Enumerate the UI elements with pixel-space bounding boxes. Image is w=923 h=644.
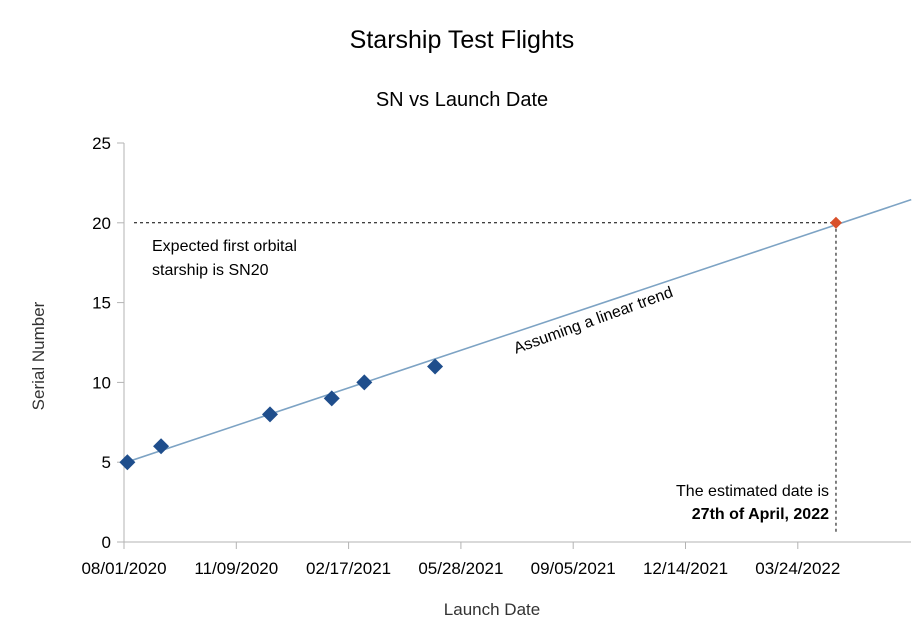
x-tick-label: 02/17/2021 bbox=[306, 559, 391, 578]
x-tick-label: 05/28/2021 bbox=[418, 559, 503, 578]
x-tick-label: 08/01/2020 bbox=[81, 559, 166, 578]
x-tick-label: 11/09/2020 bbox=[194, 559, 278, 578]
data-points bbox=[119, 216, 842, 471]
axes: 0 5 10 15 20 25 08/01/2020 11/09/2020 02/17/2021… bbox=[81, 134, 911, 578]
orbital-annotation-line2: starship is SN20 bbox=[152, 262, 269, 279]
y-axis-label: Serial Number bbox=[29, 301, 48, 410]
data-point bbox=[356, 374, 373, 391]
y-tick-label: 10 bbox=[92, 373, 111, 392]
estimate-point bbox=[829, 216, 842, 229]
y-tick-label: 0 bbox=[102, 533, 111, 552]
y-tick-label: 15 bbox=[92, 294, 111, 313]
data-point bbox=[427, 358, 444, 375]
data-point bbox=[261, 406, 278, 423]
chart-subtitle: SN vs Launch Date bbox=[376, 89, 548, 111]
data-point bbox=[153, 438, 170, 455]
data-point bbox=[119, 454, 136, 471]
reference-lines bbox=[134, 222, 837, 534]
x-tick-label: 09/05/2021 bbox=[531, 559, 616, 578]
y-tick-label: 25 bbox=[92, 134, 111, 153]
estimate-annotation-line1: The estimated date is bbox=[676, 483, 829, 500]
chart-title: Starship Test Flights bbox=[350, 26, 575, 54]
trend-annotation: Assuming a linear trend bbox=[512, 284, 676, 357]
x-axis-label: Launch Date bbox=[444, 600, 540, 619]
estimate-annotation-line2: 27th of April, 2022 bbox=[692, 506, 829, 523]
trendline-group bbox=[123, 198, 912, 464]
x-tick-label: 03/24/2022 bbox=[755, 559, 840, 578]
orbital-annotation-line1: Expected first orbital bbox=[152, 238, 297, 255]
data-point bbox=[323, 390, 340, 407]
y-tick-label: 5 bbox=[102, 453, 111, 472]
trendline bbox=[123, 198, 912, 464]
y-tick-label: 20 bbox=[92, 214, 111, 233]
x-tick-label: 12/14/2021 bbox=[643, 559, 728, 578]
